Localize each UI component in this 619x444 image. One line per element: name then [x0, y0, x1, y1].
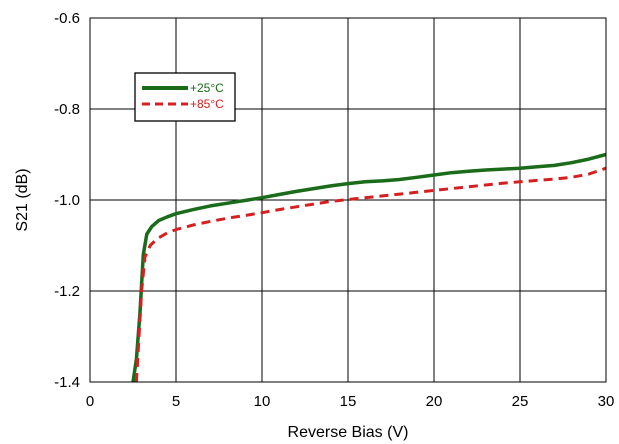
plot-frame	[89, 17, 607, 383]
series-layer	[131, 152, 607, 383]
y-tick-labels: -1.4 -1.2 -1.0 -0.8 -0.6	[54, 10, 80, 391]
x-tick-labels: 0 5 10 15 20 25 30	[86, 393, 615, 410]
legend-label-85c: +85°C	[190, 97, 224, 111]
y-tick-label: -0.8	[54, 101, 80, 118]
legend-label-25c: +25°C	[190, 81, 224, 95]
x-tick-label: 5	[172, 393, 180, 410]
x-tick-label: 25	[512, 393, 529, 410]
series-line-0	[131, 152, 607, 383]
y-axis-title: S21 (dB)	[14, 168, 31, 231]
x-tick-label: 20	[426, 393, 443, 410]
y-tick-label: -1.0	[54, 192, 80, 209]
x-axis-title: Reverse Bias (V)	[288, 424, 409, 441]
y-tick-label: -1.4	[54, 374, 80, 391]
legend: +25°C +85°C	[134, 72, 236, 122]
y-tick-label: -1.2	[54, 283, 80, 300]
series-line-1	[134, 166, 607, 383]
legend-box	[134, 72, 236, 122]
x-tick-label: 0	[86, 393, 94, 410]
x-tick-label: 15	[340, 393, 357, 410]
x-tick-label: 30	[598, 393, 615, 410]
y-tick-label: -0.6	[54, 10, 80, 27]
x-tick-label: 10	[254, 393, 271, 410]
